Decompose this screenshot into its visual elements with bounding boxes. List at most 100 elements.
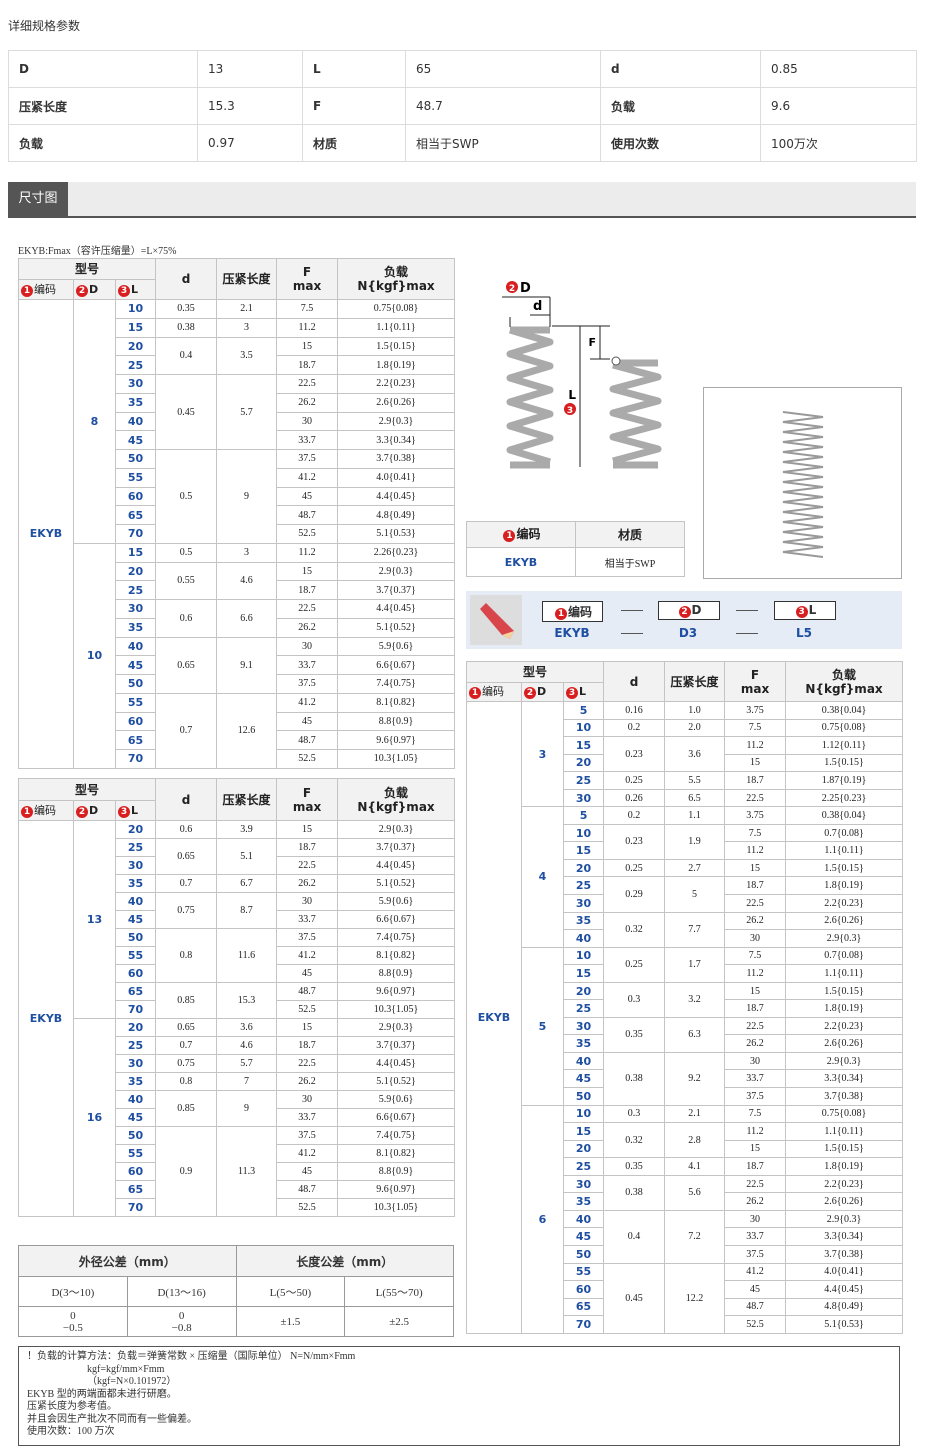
data-row: 20 15 1.5{0.15}: [467, 753, 904, 773]
L-cell: 40: [562, 929, 605, 948]
F-cell: 45: [276, 964, 339, 983]
data-row: 20 0.55 4.6 15 2.9{0.3}: [19, 561, 456, 600]
stroke-cell: 1.7: [664, 946, 726, 983]
spec-value: 9.6: [760, 87, 917, 125]
L-cell: 45: [114, 910, 157, 929]
L-cell: 65: [114, 1180, 157, 1199]
load-cell: 4.8{0.49}: [337, 505, 456, 525]
data-row: EKYB 13 20 0.6 3.9 15 2.9{0.3}: [18, 820, 456, 1217]
F-cell: 41.2: [724, 1262, 787, 1282]
F-cell: 7.5: [276, 299, 339, 319]
load-cell: 2.9{0.3}: [785, 1209, 904, 1229]
d-cell: 0.16: [603, 701, 666, 720]
L-cell: 50: [562, 1087, 605, 1106]
F-cell: 26.2: [276, 617, 339, 638]
code-box-label: L: [808, 603, 817, 617]
load-cell: 8.8{0.9}: [337, 1162, 456, 1181]
header-text: max: [292, 799, 322, 814]
spec-key: L: [302, 50, 406, 88]
F-cell: 18.7: [724, 876, 787, 896]
F-cell: 41.2: [276, 1144, 339, 1163]
stroke-cell: 2.8: [664, 1122, 726, 1159]
load-cell: 3.7{0.37}: [337, 580, 456, 600]
stroke-cell: 12.6: [216, 692, 278, 769]
load-cell: 1.5{0.15}: [337, 336, 456, 357]
load-cell: 2.2{0.23}: [785, 1016, 904, 1036]
stroke-cell: 1.1: [664, 806, 726, 825]
d-cell: 0.5: [155, 542, 218, 563]
F-cell: 48.7: [276, 1180, 339, 1199]
header-text: 编码: [482, 685, 504, 698]
data-row: 30 0.75 5.7 22.5 4.4{0.45}: [19, 1054, 456, 1073]
data-row: 25 0.7 4.6 18.7 3.7{0.37}: [19, 1036, 456, 1055]
product-photo: [703, 387, 902, 579]
stroke-cell: 3.6: [664, 736, 726, 773]
header-text: 编码: [34, 803, 56, 817]
num-badge: 2: [76, 284, 88, 297]
F-cell: 30: [276, 411, 339, 432]
d-cell: 0.85: [155, 982, 218, 1019]
F-cell: 26.2: [724, 1034, 787, 1053]
load-cell: 3.3{0.34}: [785, 1069, 904, 1089]
diagram-label: d: [533, 299, 542, 314]
F-cell: 15: [724, 858, 787, 878]
d-cell: 0.3: [603, 1104, 666, 1124]
tol-col: D(13～16): [126, 1276, 237, 1307]
d-cell: 0.3: [603, 981, 666, 1018]
spec-key: 材质: [302, 124, 406, 162]
F-cell: 22.5: [276, 374, 339, 394]
stroke-cell: 7.2: [664, 1209, 726, 1264]
data-row: 45 33.7 6.6{0.67}: [19, 1108, 456, 1127]
header-cell: 1 编码: [18, 279, 74, 300]
L-cell: 20: [562, 858, 605, 878]
header-cell: 1 编码: [18, 800, 74, 821]
data-row: 45 33.7 6.6{0.67}: [19, 910, 456, 929]
data-row: 15 0.32 2.8 11.2 1.1{0.11}: [467, 1122, 904, 1159]
F-cell: 11.2: [724, 841, 787, 860]
load-cell: 5.1{0.53}: [337, 524, 456, 544]
data-row: 10 0.23 1.9 7.5 0.7{0.08}: [467, 823, 904, 860]
data-row: 45 33.7 3.3{0.34}: [19, 430, 456, 450]
stroke-cell: 12.2: [664, 1262, 726, 1334]
d-cell: 0.7: [155, 692, 218, 769]
L-cell: 25: [562, 1157, 605, 1176]
L-cell: 5: [562, 806, 605, 825]
load-cell: 4.4{0.45}: [337, 856, 456, 875]
header-cell: 负载 N{kgf}max: [785, 661, 904, 702]
F-cell: 52.5: [724, 1315, 787, 1334]
L-cell: 20: [114, 336, 157, 357]
code-value: L5: [796, 626, 812, 640]
F-cell: 33.7: [276, 655, 339, 675]
D-cell: 8: [73, 299, 116, 544]
L-cell: 25: [114, 1036, 157, 1055]
note-line: （kgf=N×0.101972）: [87, 1376, 177, 1387]
load-cell: 1.5{0.15}: [785, 753, 904, 773]
data-row: 5 10 0.25 1.7 7.5 0.7{0.08}: [467, 946, 904, 1106]
L-cell: 40: [562, 1209, 605, 1229]
code-box-label: D: [691, 603, 702, 617]
stroke-cell: 1.0: [664, 701, 726, 720]
tol-value: ±1.5: [235, 1306, 346, 1337]
load-cell: 9.6{0.97}: [337, 730, 456, 750]
F-cell: 11.2: [276, 317, 339, 338]
L-cell: 30: [114, 856, 157, 875]
load-cell: 1.8{0.19}: [785, 999, 904, 1018]
d-cell: 0.6: [155, 820, 218, 839]
F-cell: 18.7: [276, 838, 339, 857]
num-badge: 1: [555, 608, 567, 620]
load-cell: 4.0{0.41}: [337, 467, 456, 488]
F-cell: 37.5: [276, 1126, 339, 1145]
stroke-cell: 5: [664, 876, 726, 913]
L-cell: 55: [114, 946, 157, 965]
load-cell: 7.4{0.75}: [337, 1126, 456, 1145]
header-text: N{kgf}max: [357, 799, 435, 814]
section-bar: 尺寸图: [8, 182, 916, 218]
load-cell: 2.25{0.23}: [785, 788, 904, 808]
F-cell: 11.2: [724, 964, 787, 983]
L-cell: 30: [562, 894, 605, 913]
header-cell: 压紧长度: [216, 258, 278, 300]
